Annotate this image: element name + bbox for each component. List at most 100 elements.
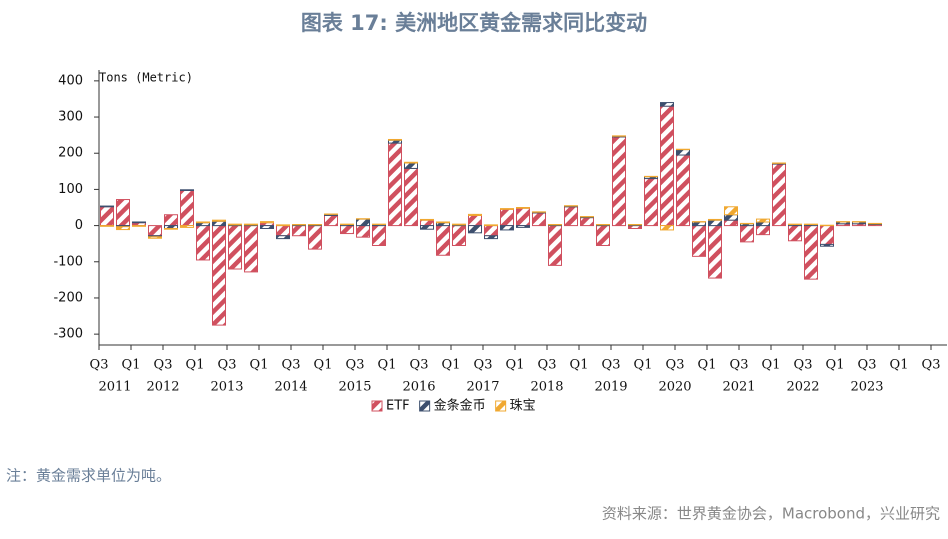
bar [517,208,530,225]
bar [725,215,738,220]
bar [709,220,722,225]
x-tick-label: Q3 [858,358,877,373]
bar [565,207,578,226]
bar [213,221,226,225]
bar [149,226,162,236]
bar [453,224,466,225]
bar [277,225,290,226]
bar [581,218,594,226]
bar [341,226,354,234]
x-tick-label: Q3 [410,358,429,373]
bar [725,207,738,215]
x-tick-label: Q1 [186,358,205,373]
bar [485,225,498,226]
x-tick-label: Q1 [762,358,781,373]
bar [709,219,722,220]
x-tick-label: Q3 [730,358,749,373]
x-group-label: 2011 [98,380,131,395]
x-group-label: 2021 [722,380,755,395]
x-tick-label: Q3 [282,358,301,373]
bar [533,213,546,226]
bar [149,237,162,238]
x-group-label: 2023 [850,380,883,395]
x-tick-label: Q3 [666,358,685,373]
bar [549,226,562,266]
x-tick-label: Q1 [122,358,141,373]
bar [821,244,834,246]
bar [101,207,114,226]
bar [277,236,290,239]
x-tick-label: Q1 [634,358,653,373]
bar [309,226,322,250]
x-tick-label: Q1 [442,358,461,373]
x-tick-label: Q1 [826,358,845,373]
bar [517,208,530,209]
legend-label: ETF [386,399,410,414]
source: 资料来源：世界黄金协会，Macrobond，兴业研究 [602,505,940,523]
x-group-label: 2012 [146,380,179,395]
y-tick-label: 200 [58,146,83,161]
bar [773,164,786,226]
bar [757,219,770,222]
bar [261,222,274,223]
bar [101,226,114,227]
bar [469,226,482,233]
bar [501,209,514,210]
x-tick-label: Q1 [570,358,589,373]
y-tick-label: 100 [58,182,83,197]
x-group-label: 2016 [402,380,435,395]
bar [405,162,418,163]
x-tick-label: Q3 [154,358,173,373]
bar [197,222,210,223]
bar [805,226,818,280]
bar [485,236,498,239]
bar [389,143,402,226]
bar [517,226,530,228]
bar [117,227,130,230]
bar [277,226,290,236]
y-tick-label: 0 [75,218,83,233]
legend-label: 金条金币 [434,398,486,414]
bar [453,226,466,246]
bar [165,215,178,226]
bar [421,226,434,230]
bar [661,106,674,225]
y-tick-label: -300 [53,327,83,342]
x-tick-label: Q1 [890,358,909,373]
bar [181,190,194,225]
bar [421,220,434,225]
x-tick-label: Q1 [698,358,717,373]
bar [661,103,674,107]
bar [757,222,770,226]
y-tick-label: -200 [53,290,83,305]
bar [501,226,514,230]
x-tick-label: Q3 [90,358,109,373]
bar [117,200,130,226]
bar [101,206,114,207]
bar [213,226,226,326]
bar [245,226,258,272]
bar [213,220,226,221]
bar [389,139,402,140]
y-tick-label: 400 [58,73,83,88]
x-group-label: 2013 [210,380,243,395]
legend-swatch [372,401,382,411]
x-tick-label: Q1 [378,358,397,373]
bar [821,226,834,245]
bar [597,226,610,246]
bar [725,220,738,225]
x-group-label: 2014 [274,380,307,395]
bar [469,215,482,225]
bar [437,226,450,256]
note: 注：黄金需求单位为吨。 [6,467,171,485]
bar [677,150,690,155]
bar [133,222,146,223]
bar [405,163,418,168]
x-group-label: 2017 [466,380,499,395]
bar [197,226,210,260]
bar [229,226,242,269]
bar [181,190,194,191]
bar [645,179,658,226]
x-tick-label: Q1 [506,358,525,373]
